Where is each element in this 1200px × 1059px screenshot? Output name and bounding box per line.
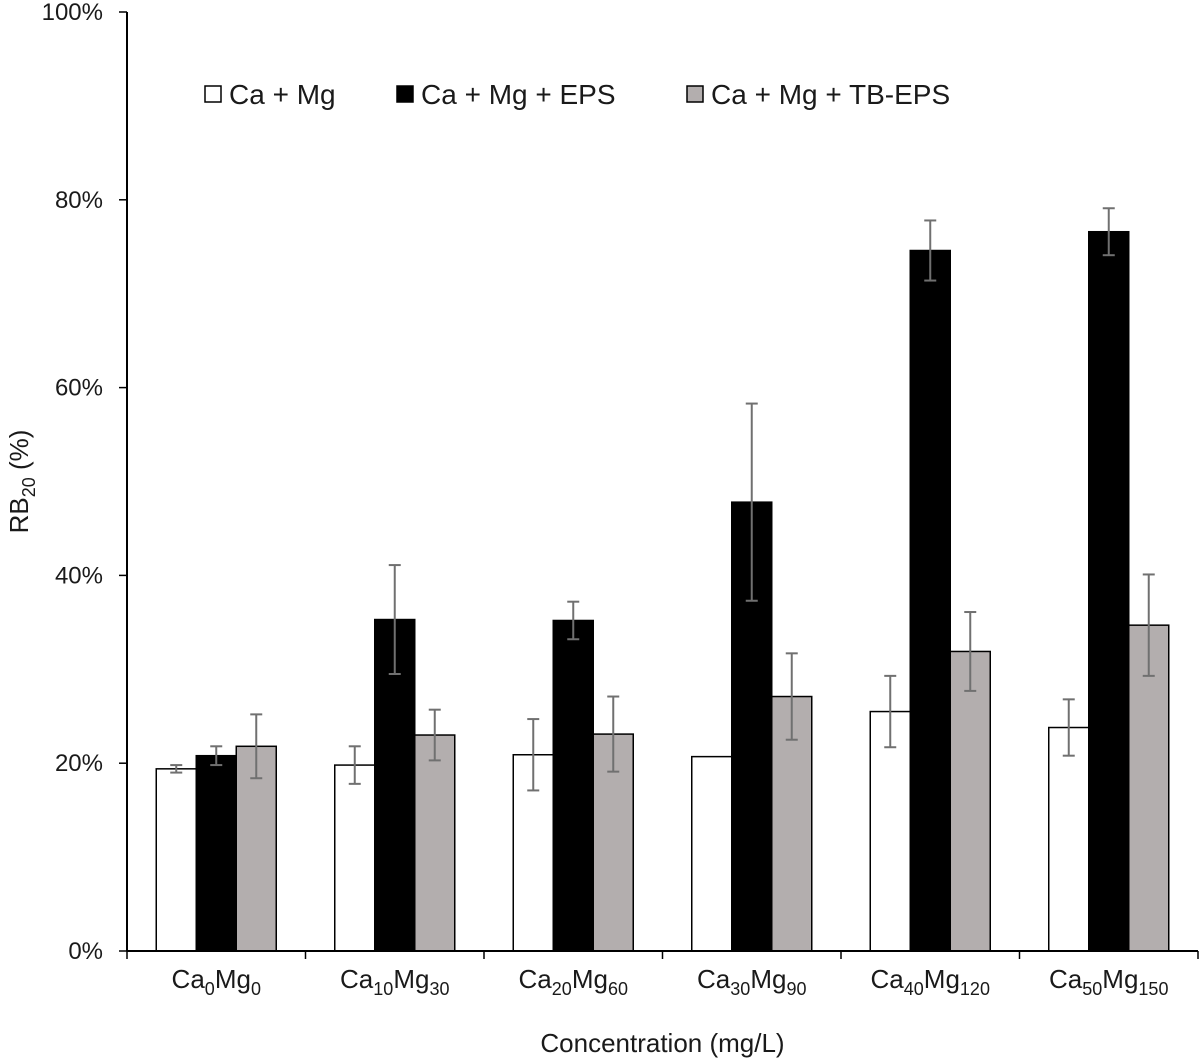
legend: Ca + Mg Ca + Mg + EPS Ca + Mg + TB-EPS bbox=[204, 79, 950, 110]
error-bar-1-ca0mg0 bbox=[170, 764, 183, 774]
bar-2-ca40mg120 bbox=[909, 249, 951, 952]
error-bar-1-ca40mg120 bbox=[884, 674, 897, 749]
error-bar-3-ca50mg150 bbox=[1142, 573, 1155, 677]
y-tick-label: 20% bbox=[55, 750, 103, 777]
error-bar-2-ca10mg30 bbox=[388, 564, 401, 675]
error-bar-1-ca50mg150 bbox=[1062, 698, 1075, 757]
legend-swatch bbox=[396, 85, 414, 103]
x-tick-label: Ca30Mg90 bbox=[697, 964, 806, 999]
bar-3-ca20mg60 bbox=[592, 733, 634, 952]
error-bar-3-ca10mg30 bbox=[428, 708, 441, 762]
y-ticks-layer: 0% 20% 40% 60% 80% 100% bbox=[42, 0, 127, 965]
x-tick-label: Ca50Mg150 bbox=[1049, 964, 1168, 999]
error-bar-2-ca20mg60 bbox=[567, 600, 580, 641]
bar-1-ca10mg30 bbox=[334, 764, 376, 952]
bar-1-ca30mg90 bbox=[691, 755, 733, 952]
error-bar-3-ca30mg90 bbox=[785, 652, 798, 741]
bars-layer bbox=[155, 230, 1170, 952]
bar-3-ca50mg150 bbox=[1128, 624, 1170, 952]
bar-2-ca0mg0 bbox=[195, 754, 237, 952]
y-tick-label: 80% bbox=[55, 187, 103, 214]
x-categories-layer: Ca0Mg0 Ca10Mg30 Ca20Mg60 Ca30Mg90 Ca40Mg120 C… bbox=[172, 964, 1169, 999]
legend-item-3: Ca + Mg + TB-EPS bbox=[686, 79, 950, 110]
x-tick-label: Ca20Mg60 bbox=[519, 964, 628, 999]
bar-3-ca0mg0 bbox=[235, 745, 277, 952]
y-tick-label: 40% bbox=[55, 562, 103, 589]
legend-label: Ca + Mg + EPS bbox=[421, 79, 616, 110]
error-bar-1-ca10mg30 bbox=[348, 745, 361, 785]
bar-2-ca50mg150 bbox=[1088, 230, 1130, 952]
x-tick-label: Ca10Mg30 bbox=[340, 964, 449, 999]
y-tick-label: 0% bbox=[68, 938, 103, 965]
bar-3-ca10mg30 bbox=[414, 734, 456, 952]
legend-swatch bbox=[204, 85, 222, 103]
error-bar-2-ca40mg120 bbox=[924, 219, 937, 282]
x-axis-title: Concentration (mg/L) bbox=[540, 1028, 784, 1058]
error-bar-1-ca20mg60 bbox=[527, 718, 540, 792]
error-bars-layer bbox=[170, 207, 1155, 792]
x-tick-label: Ca40Mg120 bbox=[871, 964, 990, 999]
bar-2-ca20mg60 bbox=[552, 619, 594, 952]
legend-item-2: Ca + Mg + EPS bbox=[396, 79, 616, 110]
error-bar-3-ca0mg0 bbox=[250, 713, 263, 780]
x-tick-label: Ca0Mg0 bbox=[172, 964, 261, 999]
error-bar-3-ca20mg60 bbox=[607, 695, 620, 773]
axes-layer bbox=[126, 12, 1199, 959]
legend-item-1: Ca + Mg bbox=[204, 79, 336, 110]
bar-1-ca50mg150 bbox=[1048, 726, 1090, 952]
legend-label: Ca + Mg + TB-EPS bbox=[711, 79, 950, 110]
bar-3-ca40mg120 bbox=[949, 650, 991, 952]
legend-swatch bbox=[686, 85, 704, 103]
y-axis-title: RB20 (%) bbox=[4, 430, 39, 534]
error-bar-3-ca40mg120 bbox=[964, 611, 977, 692]
bar-1-ca0mg0 bbox=[155, 768, 197, 952]
legend-label: Ca + Mg bbox=[229, 79, 336, 110]
error-bar-2-ca30mg90 bbox=[745, 402, 758, 602]
error-bar-2-ca50mg150 bbox=[1102, 207, 1115, 257]
y-tick-label: 60% bbox=[55, 375, 103, 402]
y-tick-label: 100% bbox=[42, 0, 103, 26]
error-bar-2-ca0mg0 bbox=[210, 745, 223, 767]
